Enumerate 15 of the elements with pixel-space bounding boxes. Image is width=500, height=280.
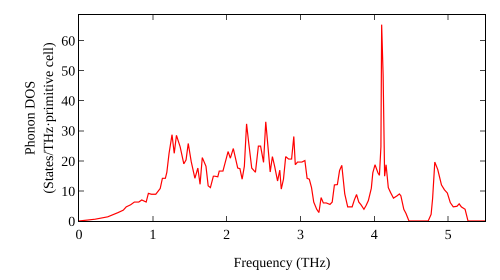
y-tick-label: 20 <box>61 154 76 170</box>
y-axis-title: Phonon DOS (States/THz·primitive cell) <box>24 42 57 194</box>
x-tick-label: 4 <box>370 228 378 243</box>
line-series <box>79 24 485 221</box>
y-tick-label: 30 <box>61 124 76 140</box>
x-tick-label: 5 <box>444 228 452 243</box>
y-tick-label: 0 <box>68 214 76 230</box>
x-tick-label: 2 <box>223 228 230 243</box>
y-tick-label: 50 <box>61 64 76 80</box>
y-tick-label: 10 <box>61 184 76 200</box>
y-tick-label: 60 <box>61 34 76 50</box>
y-tick-label: 40 <box>61 94 76 110</box>
x-tick-label: 1 <box>149 228 156 243</box>
x-tick-label: 3 <box>296 228 304 243</box>
x-axis-title: Frequency (THz) <box>234 256 331 272</box>
